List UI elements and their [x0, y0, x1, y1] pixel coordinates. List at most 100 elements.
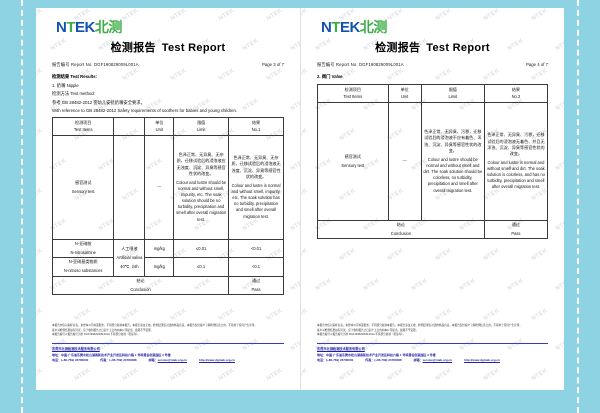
- th-limit-cn-left: 限值: [197, 120, 206, 126]
- contact-row-left: 电话：(+86-769) 23780000 传真：(+86-769) 23780…: [52, 358, 284, 362]
- table-header-row-left: 检测项目 Test Items 单位 Unit 限值 Limit 结果 No.: [51, 117, 284, 136]
- condition-cn-left: 人工唾液: [121, 245, 138, 251]
- page-number-left: Page 3 of 7: [262, 62, 284, 67]
- company-address-left: 地址：中国·广东省东莞市松山湖高新技术产业开发区科技六路 1 号科慧谷创意园区 …: [52, 352, 171, 357]
- conclusion-cn-left: 结论: [136, 277, 145, 283]
- watermark-text: NTEK: [73, 367, 92, 383]
- watermark-text: NTEK: [338, 367, 357, 383]
- th-unit-right: 单位 Unit: [387, 84, 422, 103]
- cell-condition-saliva-left: 人工唾液 Artificial saliva 40℃, 24h: [113, 239, 146, 277]
- watermark-text: NTEK: [217, 367, 236, 383]
- th-unit-cn-right: 单位: [400, 87, 409, 93]
- th-items-left: 检测项目 Test Items: [51, 117, 115, 136]
- cell-conclusion-label-left: 结论 Conclusion: [51, 275, 230, 295]
- th-results-sub-right: No.2: [511, 93, 521, 99]
- conclusion-en-left: Conclusion: [130, 286, 151, 292]
- title-cn-right: 检测报告: [375, 42, 421, 54]
- item-en-sensory-left: Sensory test: [71, 189, 95, 194]
- cell-item-nitrosamine-left: N-亚硝胺 N-nitrosamine: [51, 238, 115, 259]
- watermark-text: NTEK: [554, 277, 564, 293]
- report-meta-right: 报告编号 Report No. DGF190829009L001A Page 4…: [317, 62, 548, 68]
- watermark-text: NTEK: [530, 307, 549, 323]
- table-row-sensory-right: 感官测试 Sensory test --- 色泽正常、无异臭、污秽，迁移试验后的…: [317, 102, 549, 221]
- watermark-text: NTEK: [506, 277, 525, 293]
- table-row-conclusion-left: 结论 Conclusion 通过 Pass: [51, 275, 284, 295]
- cell-verdict-left: 通过 Pass: [228, 275, 284, 295]
- watermark-text: NTEK: [530, 367, 549, 383]
- watermark-text: NTEK: [386, 307, 405, 323]
- watermark-text: NTEK: [386, 247, 405, 263]
- right-guide-line: [577, 0, 579, 413]
- th-limit-right: 限值 Limit: [420, 84, 485, 103]
- watermark-text: NTEK: [301, 367, 309, 383]
- report-no-right: DGF190829009L001A: [358, 62, 404, 67]
- th-items-cn-left: 检测项目: [75, 120, 92, 126]
- email-right[interactable]: 邮箱：service@ntek.org.cn: [413, 358, 453, 362]
- email-left[interactable]: 邮箱：service@ntek.org.cn: [148, 358, 188, 362]
- page-footer-right: 本报告中仅对来样负责。未经本公司书面批准，不得部分复制本报告。本报告涂改无效。检…: [317, 324, 548, 362]
- cell-limit-sensory-right: 色泽正常、无异臭、污秽，迁移试验后的浸泡液不应有着色、浑浊、沉淀、异臭等感官性状…: [420, 102, 485, 221]
- disclaimer-line-3-left: 本报告编号以报告编号为准 DGF190829009L001A 不得部分复制（若复…: [52, 333, 141, 337]
- verdict-en-left: Pass: [251, 286, 261, 292]
- logo-letter-t-right: T: [331, 19, 341, 36]
- cell-result-nitrosamine-left: <0.01: [228, 238, 284, 259]
- logo-chinese: 北测: [94, 20, 123, 36]
- watermark-text: NTEK: [434, 367, 453, 383]
- th-results-cn-right: 结果: [511, 87, 521, 93]
- results-table-left: 检测项目 Test Items 单位 Unit 限值 Limit 结果 No.: [51, 117, 284, 295]
- method-en-left: With reference to GB 28482-2012 Safety r…: [52, 108, 238, 113]
- website-link-right[interactable]: http://www.dgntek.org.cn: [464, 358, 500, 362]
- table-row-sensory-left: 感官测试 Sensory test --- 色泽正常、无异臭、无杂质，迁移试验后…: [51, 135, 284, 240]
- watermark-text: NTEK: [410, 277, 429, 293]
- sample-line-right: 2. 阀门 Valve: [317, 74, 343, 79]
- email-link-left[interactable]: service@ntek.org.cn: [157, 358, 188, 362]
- table-row-nitroso-left: N-亚硝基类物质 N-nitroso substances mg/kg ≤0.1…: [51, 257, 284, 277]
- contact-row-right: 电话：(+86-769) 23780000 传真：(+86-769) 23780…: [317, 358, 548, 362]
- logo-letter-n-right: N: [321, 19, 332, 36]
- th-results-sub-left: No.1: [251, 126, 261, 132]
- th-limit-left: 限值 Limit: [173, 117, 230, 136]
- cell-verdict-right: 通过 Pass: [483, 219, 549, 240]
- condition-en-left: Artificial saliva: [116, 254, 143, 260]
- watermark-text: NTEK: [217, 307, 236, 323]
- disclaimer-line-3-right: 本报告编号以报告编号为准 DGF190829009L001A 不得部分复制（若复…: [317, 333, 406, 337]
- th-items-right: 检测项目 Test Items: [317, 84, 389, 103]
- cell-condition-sensory-left: [113, 135, 146, 240]
- watermark-text: NTEK: [482, 247, 501, 263]
- disclaimer-line-2-left: 客户对检测结果如有异议，应于收到报告之日起十五日内向本公司提出，逾期不予受理。: [52, 328, 154, 332]
- logo-letters-ek: EK: [75, 19, 95, 36]
- result-cn-sensory-left: 色泽正常、无异臭、无杂质，迁移试验后的浸泡液无浊度、沉淀、异臭等感官性状的改变。: [231, 155, 281, 179]
- title-en-left: Test Report: [161, 42, 226, 54]
- watermark-text: NTEK: [265, 307, 284, 323]
- th-condition-left: [113, 117, 146, 136]
- condition-extra-left: 40℃, 24h: [120, 263, 139, 269]
- page-title-left: 检测报告 Test Report: [52, 39, 284, 55]
- th-unit-en-left: Unit: [155, 126, 163, 132]
- th-limit-en-right: Limit: [448, 93, 458, 99]
- disclaimer-line-1-left: 本报告中仅对来样负责。未经本公司书面批准，不得部分复制本报告。本报告涂改无效。检…: [52, 324, 257, 328]
- logo-letters-ek-right: EK: [340, 19, 360, 36]
- item-cn-nitrosamine-left: N-亚硝胺: [74, 241, 92, 246]
- watermark-text: NTEK: [362, 277, 381, 293]
- th-results-cn-left: 结果: [251, 120, 261, 126]
- email-link-right[interactable]: service@ntek.org.cn: [422, 358, 453, 362]
- th-results-right: 结果 No.2: [483, 84, 549, 103]
- watermark-text: NTEK: [338, 247, 357, 263]
- watermark-text: NTEK: [169, 367, 188, 383]
- table-header-row-right: 检测项目 Test Items 单位 Unit 限值 Limit 结果 No.2: [317, 84, 549, 103]
- cell-item-sensory-left: 感官测试 Sensory test: [51, 135, 115, 240]
- watermark-text: NTEK: [121, 307, 140, 323]
- ntek-logo-right: NTEK北测: [321, 20, 548, 35]
- item-cn-sensory-right: 感官测试: [344, 153, 361, 159]
- conclusion-en-right: Conclusion: [390, 231, 412, 237]
- watermark-text: NTEK: [338, 307, 357, 323]
- method-label-left: 检测方法 Test method:: [52, 91, 95, 96]
- website-link-left[interactable]: http://www.dgntek.org.cn: [199, 358, 235, 362]
- limit-cn-sensory-right: 色泽正常、无异臭、污秽，迁移试验后的浸泡液不应有着色、浑浊、沉淀、异臭等感官性状…: [424, 129, 482, 153]
- sample-line-left: 1. 奶嘴 Nipple: [52, 82, 79, 88]
- cell-result-nitroso-left: <0.1: [228, 257, 284, 277]
- watermark-text: NTEK: [73, 307, 92, 323]
- watermark-text: NTEK: [482, 307, 501, 323]
- item-en-nitrosamine-left: N-nitrosamine: [70, 250, 96, 256]
- page-footer-left: 本报告中仅对来样负责。未经本公司书面批准，不得部分复制本报告。本报告涂改无效。检…: [52, 324, 284, 362]
